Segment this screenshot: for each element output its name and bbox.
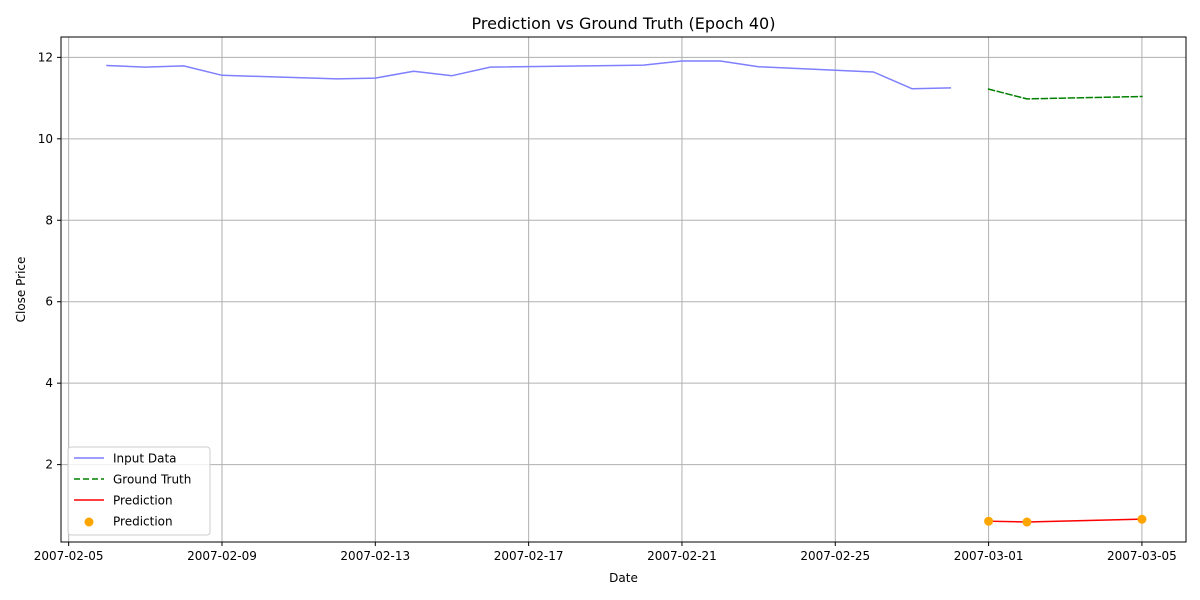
y-tick-label: 6 bbox=[45, 295, 53, 309]
x-tick-label: 2007-02-25 bbox=[800, 549, 870, 563]
plot-series bbox=[106, 60, 1147, 527]
legend: Input Data Ground Truth Prediction Predicti… bbox=[67, 446, 211, 536]
grid bbox=[61, 37, 1186, 542]
prediction-point bbox=[1137, 514, 1147, 524]
prediction-point bbox=[1022, 517, 1032, 527]
y-tick-label: 8 bbox=[45, 213, 53, 227]
y-tick-label: 12 bbox=[38, 50, 53, 64]
axis-ticks: 2007-02-05 2007-02-09 2007-02-13 2007-02-17… bbox=[34, 50, 1177, 563]
x-tick-label: 2007-02-05 bbox=[34, 549, 104, 563]
x-tick-label: 2007-02-09 bbox=[187, 549, 257, 563]
x-tick-label: 2007-02-21 bbox=[647, 549, 717, 563]
y-axis-label: Close Price bbox=[14, 257, 28, 323]
input-data-line bbox=[106, 60, 952, 90]
legend-label: Prediction bbox=[113, 515, 173, 529]
x-axis-label: Date bbox=[609, 571, 638, 585]
prediction-point bbox=[984, 516, 994, 526]
x-tick-label: 2007-03-01 bbox=[954, 549, 1024, 563]
plot-frame bbox=[60, 36, 1187, 543]
y-tick-label: 4 bbox=[45, 376, 53, 390]
x-tick-label: 2007-02-13 bbox=[340, 549, 410, 563]
y-tick-label: 10 bbox=[38, 132, 53, 146]
y-tick-label: 2 bbox=[45, 458, 53, 472]
x-tick-label: 2007-02-17 bbox=[494, 549, 564, 563]
legend-label: Ground Truth bbox=[113, 473, 191, 487]
legend-swatch-prediction-marker bbox=[84, 517, 94, 527]
x-tick-label: 2007-03-05 bbox=[1107, 549, 1177, 563]
legend-label: Prediction bbox=[113, 494, 173, 508]
legend-box bbox=[67, 446, 211, 536]
ground-truth-line bbox=[987, 88, 1143, 100]
chart-title: Prediction vs Ground Truth (Epoch 40) bbox=[472, 14, 776, 33]
legend-label: Input Data bbox=[113, 452, 177, 466]
